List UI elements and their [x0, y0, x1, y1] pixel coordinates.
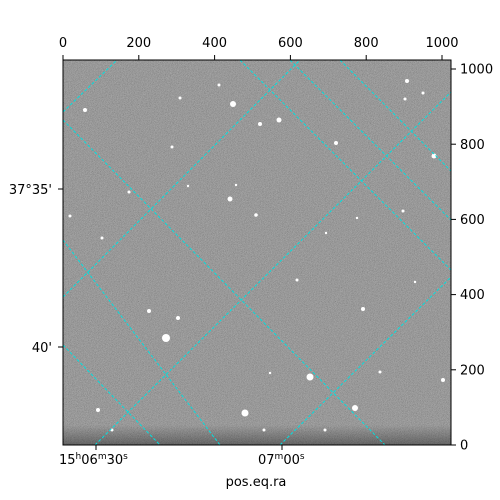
star [217, 83, 221, 87]
y-ticklabel: 600 [460, 213, 485, 228]
x-ticklabel: 400 [202, 36, 227, 51]
star [421, 91, 425, 95]
x-ticklabel: 800 [354, 36, 379, 51]
star [241, 409, 249, 417]
x-ticklabel: 600 [278, 36, 303, 51]
sky-image [63, 60, 451, 445]
grid-line [63, 60, 301, 298]
y-ticklabel: 800 [460, 138, 485, 153]
grid-line [289, 60, 451, 221]
star [431, 153, 437, 159]
y-ticklabel: 400 [460, 288, 485, 303]
star [127, 190, 131, 194]
coordinate-grid [63, 60, 451, 445]
grid-line [63, 60, 118, 113]
plot-frame [62, 59, 452, 446]
star [295, 278, 299, 282]
right-y-ticklabels: 0 200 400 600 800 1000 [460, 63, 493, 454]
x-ticklabel: 1000 [425, 36, 458, 51]
grid-line [63, 119, 386, 445]
star [306, 373, 314, 381]
star [323, 428, 327, 432]
y-ticklabel: 200 [460, 363, 485, 378]
star [96, 408, 100, 412]
star [170, 145, 174, 149]
x-axis-label: pos.eq.ra [226, 475, 287, 490]
star [401, 209, 405, 213]
ra-ticklabel: 07m00s [258, 452, 305, 468]
dec-ticklabels: 37°35' 40' [9, 183, 52, 356]
star [334, 141, 338, 145]
axis-ticks [58, 55, 456, 450]
grid-line [339, 60, 451, 172]
star [441, 378, 445, 382]
dec-ticklabel: 37°35' [9, 183, 52, 198]
stars [68, 79, 445, 432]
star [254, 213, 258, 217]
y-ticklabel: 0 [460, 439, 468, 454]
star [186, 184, 190, 188]
star [68, 214, 72, 218]
star [361, 307, 365, 311]
x-ticklabel: 200 [126, 36, 151, 51]
star [378, 370, 382, 374]
star [176, 316, 180, 320]
ra-ticklabels: 15h06m30s 07m00s [59, 452, 305, 468]
star [258, 122, 262, 126]
star [352, 405, 358, 411]
star [178, 96, 182, 100]
grid-line [63, 239, 221, 445]
star [403, 97, 407, 101]
star [324, 231, 328, 235]
star [268, 371, 272, 375]
y-ticklabel: 1000 [460, 63, 493, 78]
star [227, 196, 233, 202]
star [413, 280, 417, 284]
star [276, 117, 282, 123]
star [83, 108, 87, 112]
star [234, 183, 238, 187]
grid-line [94, 91, 451, 445]
star [147, 309, 151, 313]
dec-ticklabel: 40' [32, 341, 52, 356]
star [405, 79, 409, 83]
x-ticklabel: 0 [59, 36, 67, 51]
top-x-ticklabels: 0 200 400 600 800 1000 [59, 36, 459, 51]
star [262, 428, 266, 432]
star [355, 216, 359, 220]
ra-ticklabel: 15h06m30s [59, 452, 128, 468]
star [162, 334, 170, 342]
grid-line [63, 344, 161, 445]
star [230, 101, 236, 107]
star [100, 236, 104, 240]
